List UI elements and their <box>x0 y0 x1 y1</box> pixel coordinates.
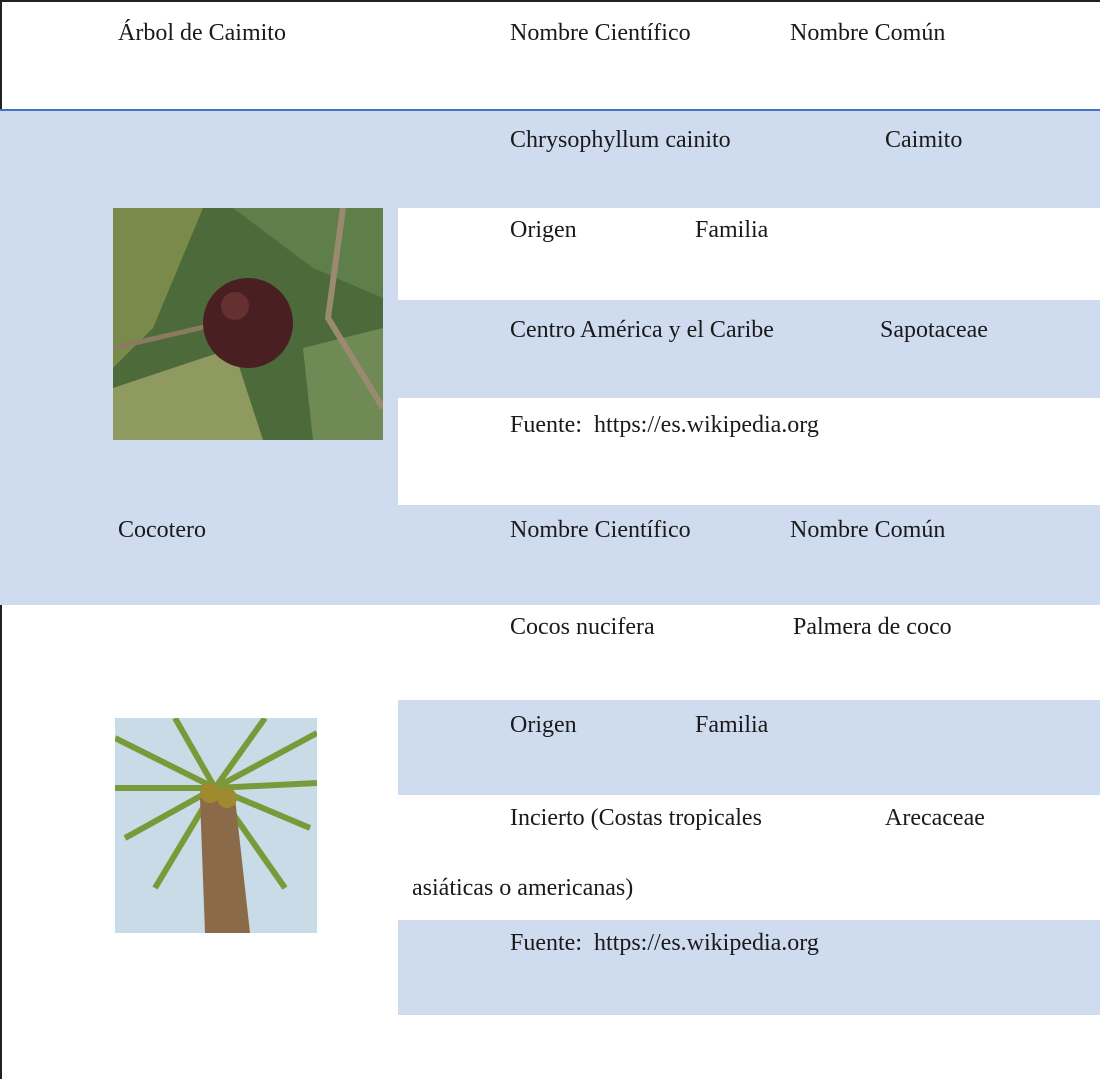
header-underline <box>0 109 1100 111</box>
row-shade <box>398 700 1100 795</box>
column-header: Nombre Común <box>790 20 946 46</box>
source: Fuente: https://es.wikipedia.org <box>510 930 819 956</box>
common-name: Palmera de coco <box>793 614 952 640</box>
origin-label: Origen <box>510 217 577 243</box>
family: Sapotaceae <box>880 317 988 343</box>
source: Fuente: https://es.wikipedia.org <box>510 412 819 438</box>
table-top-border <box>0 0 1100 2</box>
family-label: Familia <box>695 712 769 738</box>
section-title: Árbol de Caimito <box>118 20 286 46</box>
column-header: Nombre Común <box>790 517 946 543</box>
column-header: Nombre Científico <box>510 20 691 46</box>
family-label: Familia <box>695 217 769 243</box>
family: Arecaceae <box>885 805 985 831</box>
scientific-name: Cocos nucifera <box>510 614 655 640</box>
origin: Incierto (Costas tropicales <box>510 805 762 831</box>
common-name: Caimito <box>885 127 963 153</box>
caimito-image <box>113 208 383 440</box>
section-title: Cocotero <box>118 517 206 543</box>
scientific-name: Chrysophyllum cainito <box>510 127 731 153</box>
origin: asiáticas o americanas) <box>412 875 634 901</box>
origin: Centro América y el Caribe <box>510 317 774 343</box>
row-shade <box>0 110 1100 208</box>
row-shade <box>0 505 1100 605</box>
origin-label: Origen <box>510 712 577 738</box>
column-header: Nombre Científico <box>510 517 691 543</box>
coconut-image <box>115 718 317 933</box>
row-shade <box>398 920 1100 1015</box>
